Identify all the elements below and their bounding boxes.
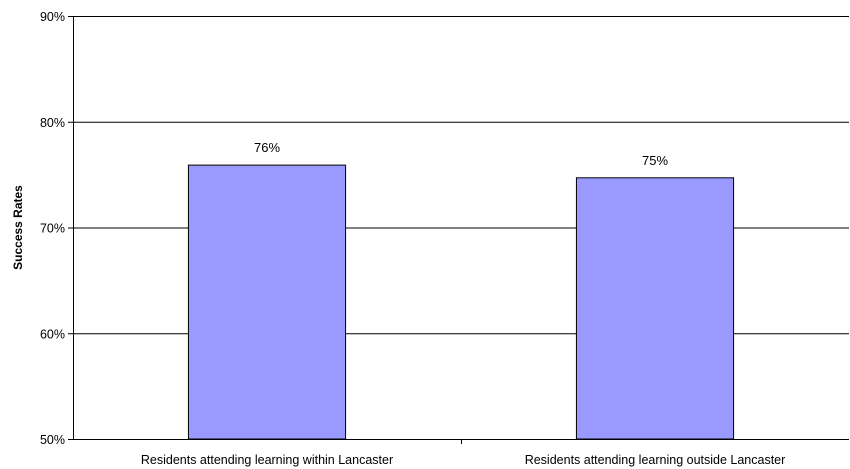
data-label: 75% xyxy=(642,153,668,168)
x-tick-label: Residents attending learning within Lanc… xyxy=(141,453,393,467)
y-tick-label: 60% xyxy=(40,327,65,341)
y-tick-label: 90% xyxy=(40,10,65,24)
data-labels: 76% 75% xyxy=(254,140,668,168)
y-tick-label: 80% xyxy=(40,116,65,130)
y-tick-label: 50% xyxy=(40,433,65,447)
x-tick-labels: Residents attending learning within Lanc… xyxy=(141,439,785,467)
y-axis-title: Success Rates xyxy=(11,185,25,270)
x-tick-label: Residents attending learning outside Lan… xyxy=(525,453,786,467)
y-tick-labels: 50% 60% 70% 80% 90% xyxy=(40,10,65,447)
y-tick-label: 70% xyxy=(40,222,65,236)
bar xyxy=(575,177,735,440)
bars xyxy=(187,164,735,440)
bar xyxy=(187,164,347,440)
data-label: 76% xyxy=(254,140,280,155)
